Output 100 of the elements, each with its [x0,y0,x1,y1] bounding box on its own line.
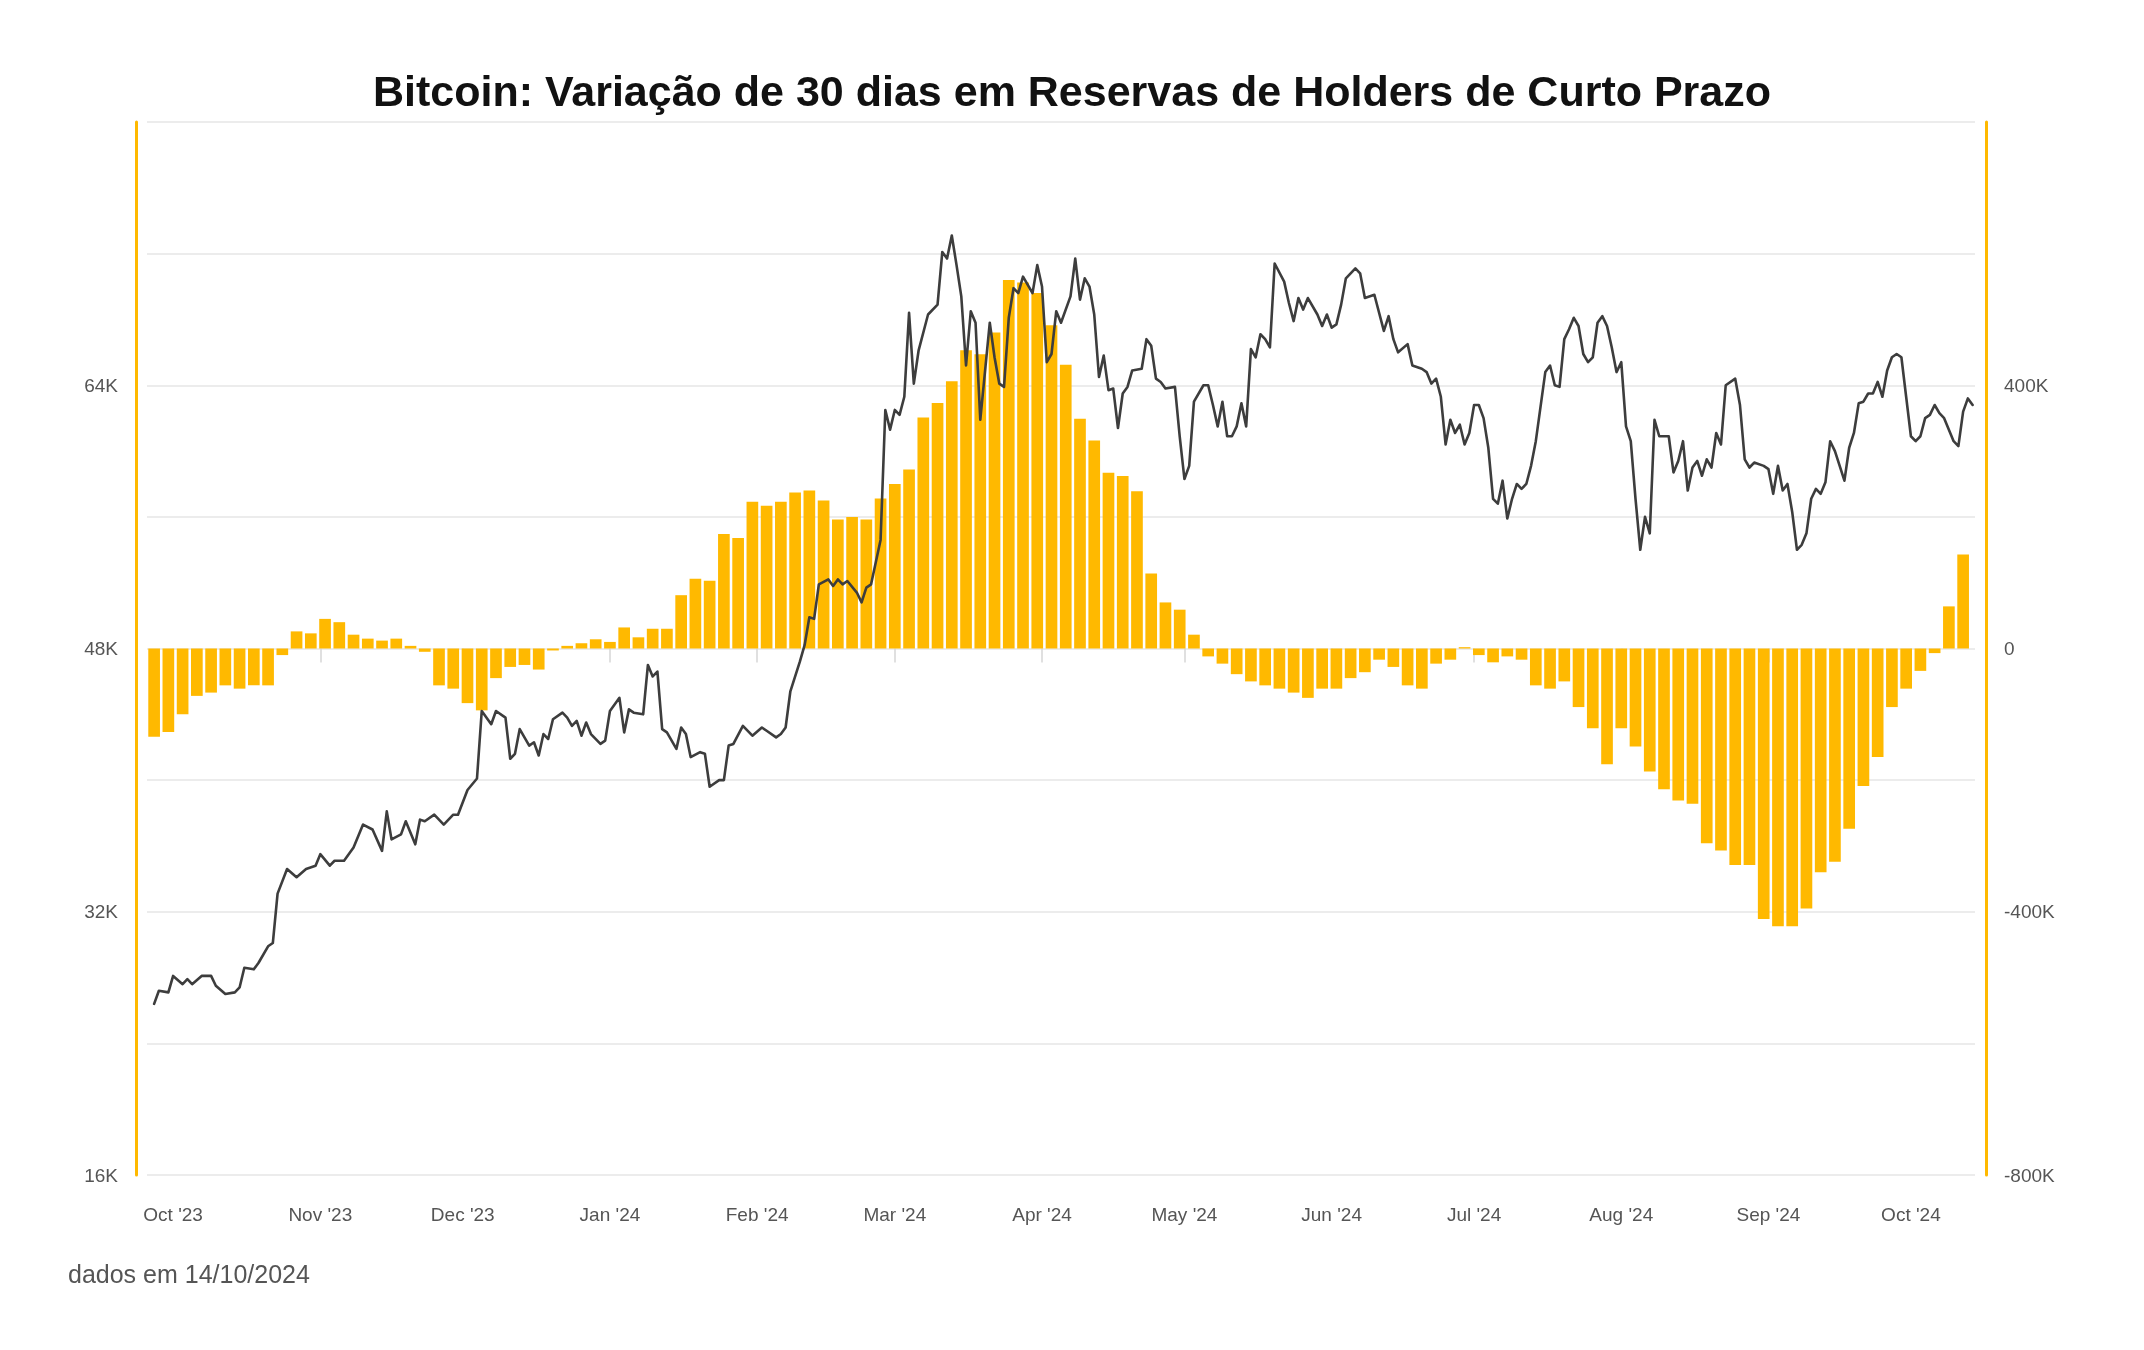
x-tick-label: Jan '24 [579,1204,641,1225]
bar [1472,648,1485,656]
bar [775,501,787,649]
y-tick-label: 32K [84,901,119,923]
bar [561,645,574,649]
bar [304,633,317,649]
bar [1401,648,1414,686]
bar [1131,491,1143,649]
x-tick-label: Feb '24 [725,1204,789,1225]
bar [1900,648,1912,689]
bar [575,643,588,649]
bar [1188,634,1200,649]
bar [1230,648,1243,675]
bar [390,638,403,649]
bar [532,648,545,670]
bar [1871,648,1884,758]
x-tick-label: Jul '24 [1446,1204,1502,1225]
bar [974,354,987,649]
bar [1173,609,1186,649]
bar [1643,648,1656,772]
bar [205,648,217,693]
bar [1373,648,1385,660]
bar [1757,648,1770,919]
x-tick-label: Nov '23 [288,1204,353,1225]
x-tick-label: May '24 [1151,1204,1218,1225]
y2-tick-label: 400K [2004,374,2049,396]
bar [1259,648,1272,686]
bar [319,618,331,649]
x-tick-label: Aug '24 [1589,1204,1654,1225]
bar [988,332,1001,649]
bar [219,648,232,686]
bar [888,483,901,649]
bar [1672,648,1685,801]
bar [1116,476,1129,649]
bar [960,350,972,649]
bar [1544,648,1556,689]
bar [604,641,616,649]
bar [646,628,659,649]
bar [1387,648,1400,667]
x-tick-label: Dec '23 [430,1204,495,1225]
bar [746,501,759,649]
bar [1102,472,1115,649]
x-tick-label: Jun '24 [1301,1204,1363,1225]
bar [661,628,673,649]
bar [1615,648,1628,729]
bar [703,580,716,649]
bar [1444,648,1457,660]
x-tick-label: Oct '23 [143,1204,203,1225]
y2-tick-label: -400K [2004,901,2056,923]
y2-tick-label: 0 [2004,638,2015,659]
bar [1814,648,1827,873]
bar [1159,602,1172,649]
bar [903,469,915,649]
bar [589,639,602,649]
bar [191,648,203,696]
bar [732,537,744,649]
bar [1700,648,1713,844]
bar [1601,648,1613,765]
x-tick-label: Sep '24 [1736,1204,1801,1225]
bar [1017,282,1029,649]
bar [917,417,930,649]
bar [1045,325,1058,649]
bar [1515,648,1528,660]
bar [1800,648,1813,909]
bar [1216,648,1229,664]
bar [1843,648,1856,829]
bar [347,634,360,649]
bar [618,627,631,649]
bar [276,648,289,656]
bar [148,648,160,737]
bar [418,648,431,652]
bar [1430,648,1442,664]
bar [1074,418,1086,649]
bar [290,631,303,649]
bar [333,622,346,649]
bar [247,648,260,686]
bar [1829,648,1841,862]
bar [1786,648,1799,927]
bar [404,645,417,649]
bar [518,648,531,665]
bar [504,648,517,667]
bar [475,648,488,711]
bar [1002,279,1015,649]
bar [1088,440,1101,649]
bar [1529,648,1542,686]
bar [760,505,773,649]
y-tick-label: 64K [84,374,119,396]
bar [1316,648,1328,689]
bar [846,516,858,649]
bar [433,648,445,686]
line-series [152,234,1974,1006]
bar [718,533,730,649]
bar [1629,648,1642,747]
bar [1772,648,1784,927]
bar [1302,648,1314,698]
bar [817,500,830,649]
bar [1330,648,1343,689]
bar [689,578,702,649]
x-tick-label: Oct '24 [1881,1204,1942,1225]
x-tick-label: Mar '24 [863,1204,927,1225]
